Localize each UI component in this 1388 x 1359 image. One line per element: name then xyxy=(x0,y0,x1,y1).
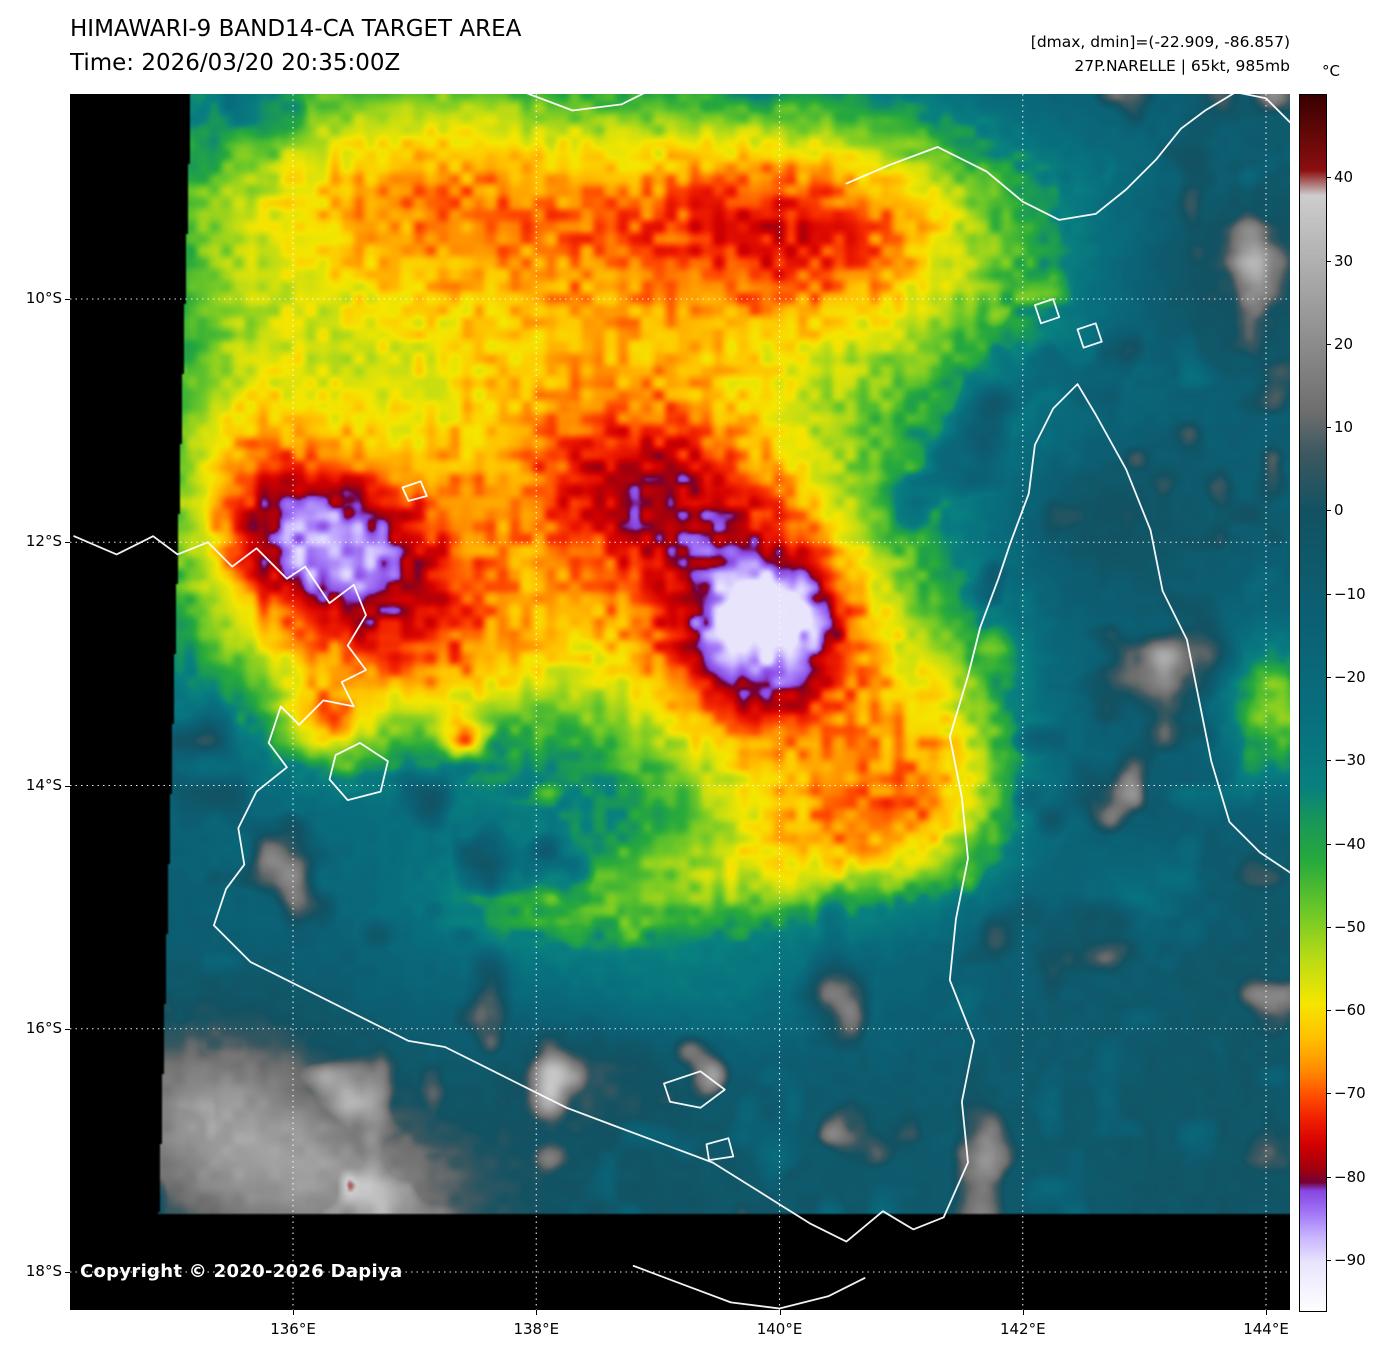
map-overlay xyxy=(70,94,1290,1310)
colorbar-tick-label: −70 xyxy=(1334,1084,1366,1103)
storm-info-text: 27P.NARELLE | 65kt, 985mb xyxy=(1074,57,1290,75)
y-tick-label: 18°S xyxy=(25,1262,62,1280)
colorbar-tick-label: 0 xyxy=(1334,501,1344,520)
colorbar-tick-mark xyxy=(1327,1260,1331,1262)
colorbar-tick-mark xyxy=(1327,343,1331,345)
coastline-south-coast-segment xyxy=(632,1265,866,1310)
colorbar xyxy=(1299,94,1327,1312)
x-tick-mark xyxy=(536,1310,538,1315)
coastline-png-south-coast xyxy=(845,94,1290,221)
x-tick-mark xyxy=(1022,1310,1024,1315)
colorbar-tick-mark xyxy=(1327,593,1331,595)
x-tick-mark xyxy=(779,1310,781,1315)
satellite-image-canvas xyxy=(70,94,1290,1310)
colorbar-tick-mark xyxy=(1327,177,1331,179)
coastline-new-guinea-south xyxy=(526,94,645,112)
x-tick-label: 138°E xyxy=(513,1320,560,1338)
figure-title: HIMAWARI-9 BAND14-CA TARGET AREA xyxy=(70,16,522,42)
x-tick-label: 144°E xyxy=(1243,1320,1289,1338)
colorbar-tick-mark xyxy=(1327,760,1331,762)
colorbar-tick-mark xyxy=(1327,510,1331,512)
colorbar-unit-label: °C xyxy=(1322,62,1340,80)
coastline-mornington-island xyxy=(663,1070,726,1109)
coastlines xyxy=(73,94,1290,1310)
y-tick-mark xyxy=(65,542,70,544)
x-tick-label: 140°E xyxy=(756,1320,803,1338)
y-tick-label: 14°S xyxy=(25,775,62,794)
colorbar-tick-mark xyxy=(1327,1176,1331,1178)
colorbar-tick-label: −30 xyxy=(1334,751,1366,770)
colorbar-tick-mark xyxy=(1327,1010,1331,1012)
colorbar-tick-mark xyxy=(1327,260,1331,262)
y-tick-mark xyxy=(65,1028,70,1030)
graticule-gridlines xyxy=(70,94,1290,1310)
colorbar-tick-label: −80 xyxy=(1334,1167,1366,1186)
colorbar-tick-mark xyxy=(1327,677,1331,678)
y-tick-mark xyxy=(65,299,70,300)
copyright-text: Copyright © 2020-2026 Dapiya xyxy=(80,1261,403,1282)
y-tick-label: 10°S xyxy=(25,289,62,307)
colorbar-tick-label: 30 xyxy=(1334,251,1354,270)
colorbar-tick-label: 20 xyxy=(1334,334,1354,353)
y-tick-label: 16°S xyxy=(25,1018,62,1037)
colorbar-tick-label: −60 xyxy=(1334,1001,1366,1020)
colorbar-tick-label: −10 xyxy=(1334,584,1366,603)
colorbar-tick-label: −40 xyxy=(1334,834,1366,853)
colorbar-tick-label: 10 xyxy=(1334,418,1354,437)
x-tick-label: 136°E xyxy=(270,1320,316,1338)
coastline-torres-island-2 xyxy=(1076,322,1103,349)
colorbar-tick-label: 40 xyxy=(1334,168,1354,187)
colorbar-tick-mark xyxy=(1327,843,1331,845)
coastline-island-west-gulf xyxy=(401,480,428,502)
x-tick-label: 142°E xyxy=(999,1320,1046,1338)
y-tick-mark xyxy=(65,785,70,787)
x-tick-mark xyxy=(293,1310,294,1315)
colorbar-tick-label: −20 xyxy=(1334,668,1366,686)
colorbar-tick-label: −90 xyxy=(1334,1251,1366,1270)
x-tick-mark xyxy=(1266,1310,1267,1315)
colorbar-tick-label: −50 xyxy=(1334,917,1366,936)
colorbar-tick-mark xyxy=(1327,1093,1331,1095)
dmax-dmin-text: [dmax, dmin]=(-22.909, -86.857) xyxy=(1030,33,1290,51)
coastline-torres-island-1 xyxy=(1034,298,1061,325)
map-plot-area: Copyright © 2020-2026 Dapiya xyxy=(70,94,1290,1310)
figure-time: Time: 2026/03/20 20:35:00Z xyxy=(70,50,401,76)
annotation-right: [dmax, dmin]=(-22.909, -86.857) 27P.NARE… xyxy=(1031,30,1290,78)
colorbar-tick-mark xyxy=(1327,926,1331,928)
y-tick-mark xyxy=(65,1272,70,1273)
coastline-bentinck-island xyxy=(705,1137,735,1161)
coastline-gulf-of-carpentaria xyxy=(73,383,1290,1243)
colorbar-tick-mark xyxy=(1327,427,1331,429)
y-tick-label: 12°S xyxy=(25,532,62,551)
coastline-groote-eylandt xyxy=(328,742,389,801)
